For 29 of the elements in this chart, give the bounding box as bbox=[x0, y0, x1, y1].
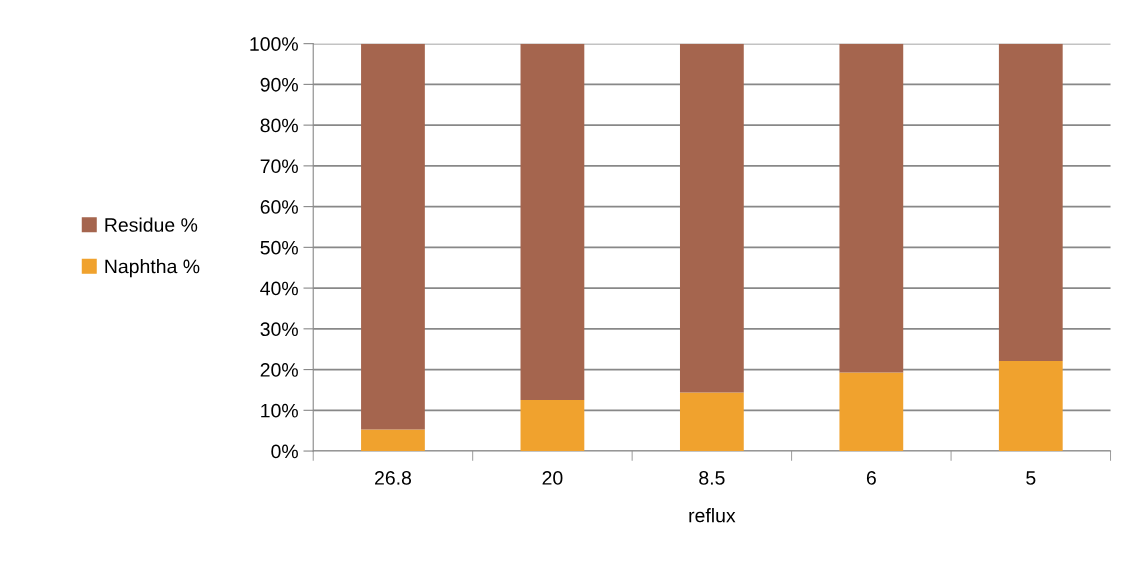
y-tick-label: 20% bbox=[260, 363, 298, 377]
y-tick-label: 80% bbox=[260, 118, 298, 133]
bar bbox=[998, 361, 1063, 452]
x-tick-label: 20 bbox=[542, 471, 563, 485]
x-tick-label: 26.8 bbox=[375, 471, 412, 485]
bar bbox=[361, 429, 425, 452]
x-axis-title: reflux bbox=[689, 508, 736, 523]
x-tick-label: 8.5 bbox=[699, 471, 725, 485]
bar bbox=[998, 43, 1063, 362]
legend-label: Naphtha % bbox=[105, 259, 200, 278]
y-tick-label: 40% bbox=[260, 281, 298, 296]
bar bbox=[361, 43, 425, 430]
y-tick-label: 90% bbox=[260, 77, 298, 92]
bar bbox=[520, 43, 585, 401]
y-tick-label: 50% bbox=[260, 240, 298, 255]
y-tick-label: 10% bbox=[261, 403, 298, 418]
y-tick-label: 100% bbox=[250, 37, 298, 51]
bar bbox=[839, 372, 904, 452]
y-tick-label: 70% bbox=[260, 159, 298, 174]
y-tick-label: 0% bbox=[271, 444, 298, 459]
y-tick-label: 30% bbox=[260, 322, 298, 337]
x-tick-label: 5 bbox=[1026, 471, 1036, 485]
legend-label: Residue % bbox=[105, 217, 198, 232]
bar bbox=[839, 43, 904, 373]
bar bbox=[520, 400, 585, 452]
y-tick-label: 60% bbox=[260, 200, 298, 214]
x-tick-label: 6 bbox=[866, 471, 876, 485]
bar bbox=[679, 43, 744, 393]
bar bbox=[679, 392, 744, 452]
